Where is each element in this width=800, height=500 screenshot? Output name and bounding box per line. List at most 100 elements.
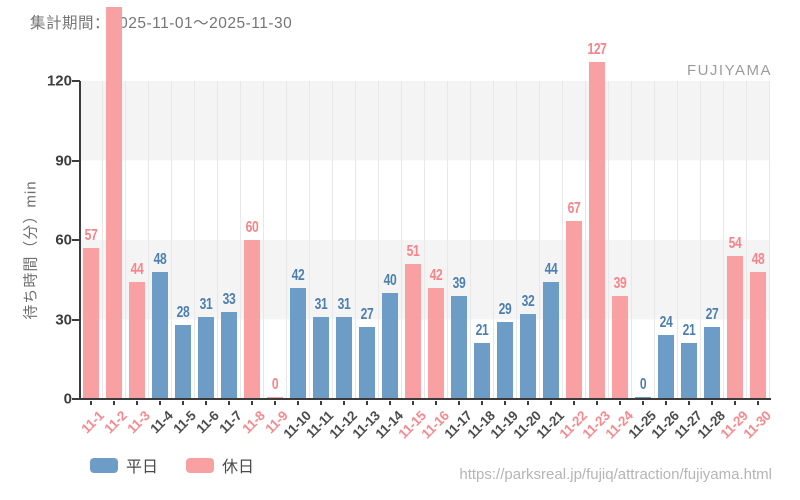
x-axis-line: [79, 398, 771, 400]
bar-11-11: [313, 316, 329, 399]
day-slot-11-14: 40 11-14: [372, 81, 406, 441]
bar-value-label: 40: [383, 272, 397, 289]
day-slot-11-1: 57 11-1: [78, 81, 107, 436]
bar-11-17: [451, 295, 467, 399]
day-slot-11-20: 32 11-20: [510, 81, 544, 441]
bar-value-label: 48: [153, 250, 167, 268]
x-tick-label: 11-1: [78, 408, 107, 437]
x-tick-mark: [665, 401, 667, 405]
x-tick-label: 11-2: [101, 408, 130, 437]
x-tick-mark: [619, 401, 621, 405]
bar-11-14: [382, 293, 398, 399]
day-slot-11-26: 24 11-26: [648, 81, 682, 441]
day-slot-11-2: 148 11-2: [101, 0, 129, 436]
bar-value-label: 31: [314, 295, 328, 313]
x-tick-mark: [251, 401, 253, 405]
x-tick-mark: [642, 401, 644, 405]
day-slot-11-9: 0 11-9: [262, 81, 291, 436]
x-tick-mark: [412, 401, 414, 405]
bar-value-label: 42: [429, 266, 443, 284]
y-tick-label: 0: [63, 390, 72, 408]
x-tick-mark: [734, 401, 736, 405]
bar-11-13: [359, 327, 375, 399]
bar-11-1: [83, 247, 99, 399]
day-slot-11-21: 44 11-21: [533, 81, 567, 441]
x-tick-mark: [320, 401, 322, 405]
bar-value-label: 31: [199, 295, 213, 313]
bar-value-label: 0: [271, 375, 279, 393]
y-tick-mark: [72, 318, 80, 321]
x-tick-mark: [596, 401, 598, 405]
x-tick-label: 11-3: [124, 408, 153, 437]
x-tick-mark: [688, 401, 690, 405]
day-slot-11-3: 44 11-3: [124, 81, 153, 436]
source-url: https://parksreal.jp/fujiq/attraction/fu…: [459, 466, 772, 483]
x-tick-label: 11-6: [193, 408, 222, 437]
bar-11-19: [497, 322, 513, 399]
legend-item-weekday: 平日: [90, 453, 158, 477]
bar-11-15: [405, 263, 421, 399]
day-slot-11-25: 0 11-25: [625, 81, 659, 441]
x-tick-mark: [159, 401, 161, 405]
y-tick-label: 120: [46, 72, 72, 90]
day-slot-11-12: 31 11-12: [326, 81, 360, 441]
bar-11-28: [704, 327, 720, 399]
legend-label-holiday: 休日: [222, 459, 255, 476]
legend-swatch-holiday: [186, 457, 215, 473]
x-tick-mark: [136, 401, 138, 405]
x-tick-mark: [435, 401, 437, 405]
y-tick-mark: [72, 398, 80, 400]
bar-11-23: [589, 62, 605, 399]
bar-11-26: [658, 335, 674, 399]
bar-value-label: 67: [567, 200, 581, 218]
bar-value-label: 29: [498, 301, 512, 319]
bar-11-3: [129, 282, 145, 399]
x-tick-mark: [573, 401, 575, 405]
bar-11-12: [336, 316, 352, 399]
x-tick-mark: [90, 401, 92, 405]
bar-value-label: 148: [104, 0, 123, 4]
legend: 平日 休日: [90, 453, 254, 477]
day-slot-11-18: 21 11-18: [464, 81, 498, 441]
y-tick-label: 90: [55, 152, 72, 169]
x-tick-mark: [113, 401, 115, 405]
x-tick-mark: [757, 401, 759, 405]
bar-value-label: 44: [130, 261, 144, 279]
bar-value-label: 51: [406, 242, 420, 260]
bar-11-2: [106, 6, 122, 399]
x-tick-mark: [182, 401, 184, 405]
y-tick-mark: [72, 239, 80, 241]
bar-value-label: 57: [84, 226, 98, 244]
day-slot-11-27: 21 11-27: [671, 81, 705, 441]
bar-value-label: 27: [705, 306, 719, 324]
day-slot-11-17: 39 11-17: [441, 81, 475, 441]
y-axis-ticks: 0 30 60 90 120: [0, 73, 72, 408]
bar-value-label: 21: [682, 322, 696, 340]
bar-value-label: 31: [337, 295, 351, 313]
bar-11-24: [612, 295, 628, 399]
day-slot-11-11: 31 11-11: [304, 81, 337, 441]
x-tick-mark: [550, 401, 552, 405]
legend-swatch-weekday: [90, 457, 118, 473]
day-slot-11-13: 27 11-13: [349, 81, 383, 441]
x-tick-label: 11-7: [216, 408, 245, 437]
bar-11-29: [727, 255, 743, 399]
x-tick-mark: [458, 401, 460, 405]
day-slot-11-15: 51 11-15: [395, 81, 429, 441]
bar-value-label: 24: [659, 314, 673, 332]
x-tick-label: 11-4: [147, 408, 176, 437]
plot-area: 57 11-1 148 11-2 44 11-3 48 11-4 28 11-5 31 11-6 33 1…: [72, 0, 774, 441]
bar-11-27: [681, 343, 697, 399]
attraction-name-watermark: FUJIYAMA: [686, 62, 772, 79]
x-tick-mark: [711, 401, 713, 405]
bar-11-4: [152, 271, 168, 399]
bar-11-18: [474, 343, 490, 399]
bar-value-label: 44: [544, 261, 558, 279]
bar-11-7: [221, 311, 237, 399]
x-tick-mark: [274, 401, 276, 405]
legend-item-holiday: 休日: [186, 453, 254, 477]
day-slot-11-4: 48 11-4: [147, 81, 176, 436]
x-tick-mark: [205, 401, 207, 405]
bar-value-label: 27: [360, 306, 374, 324]
